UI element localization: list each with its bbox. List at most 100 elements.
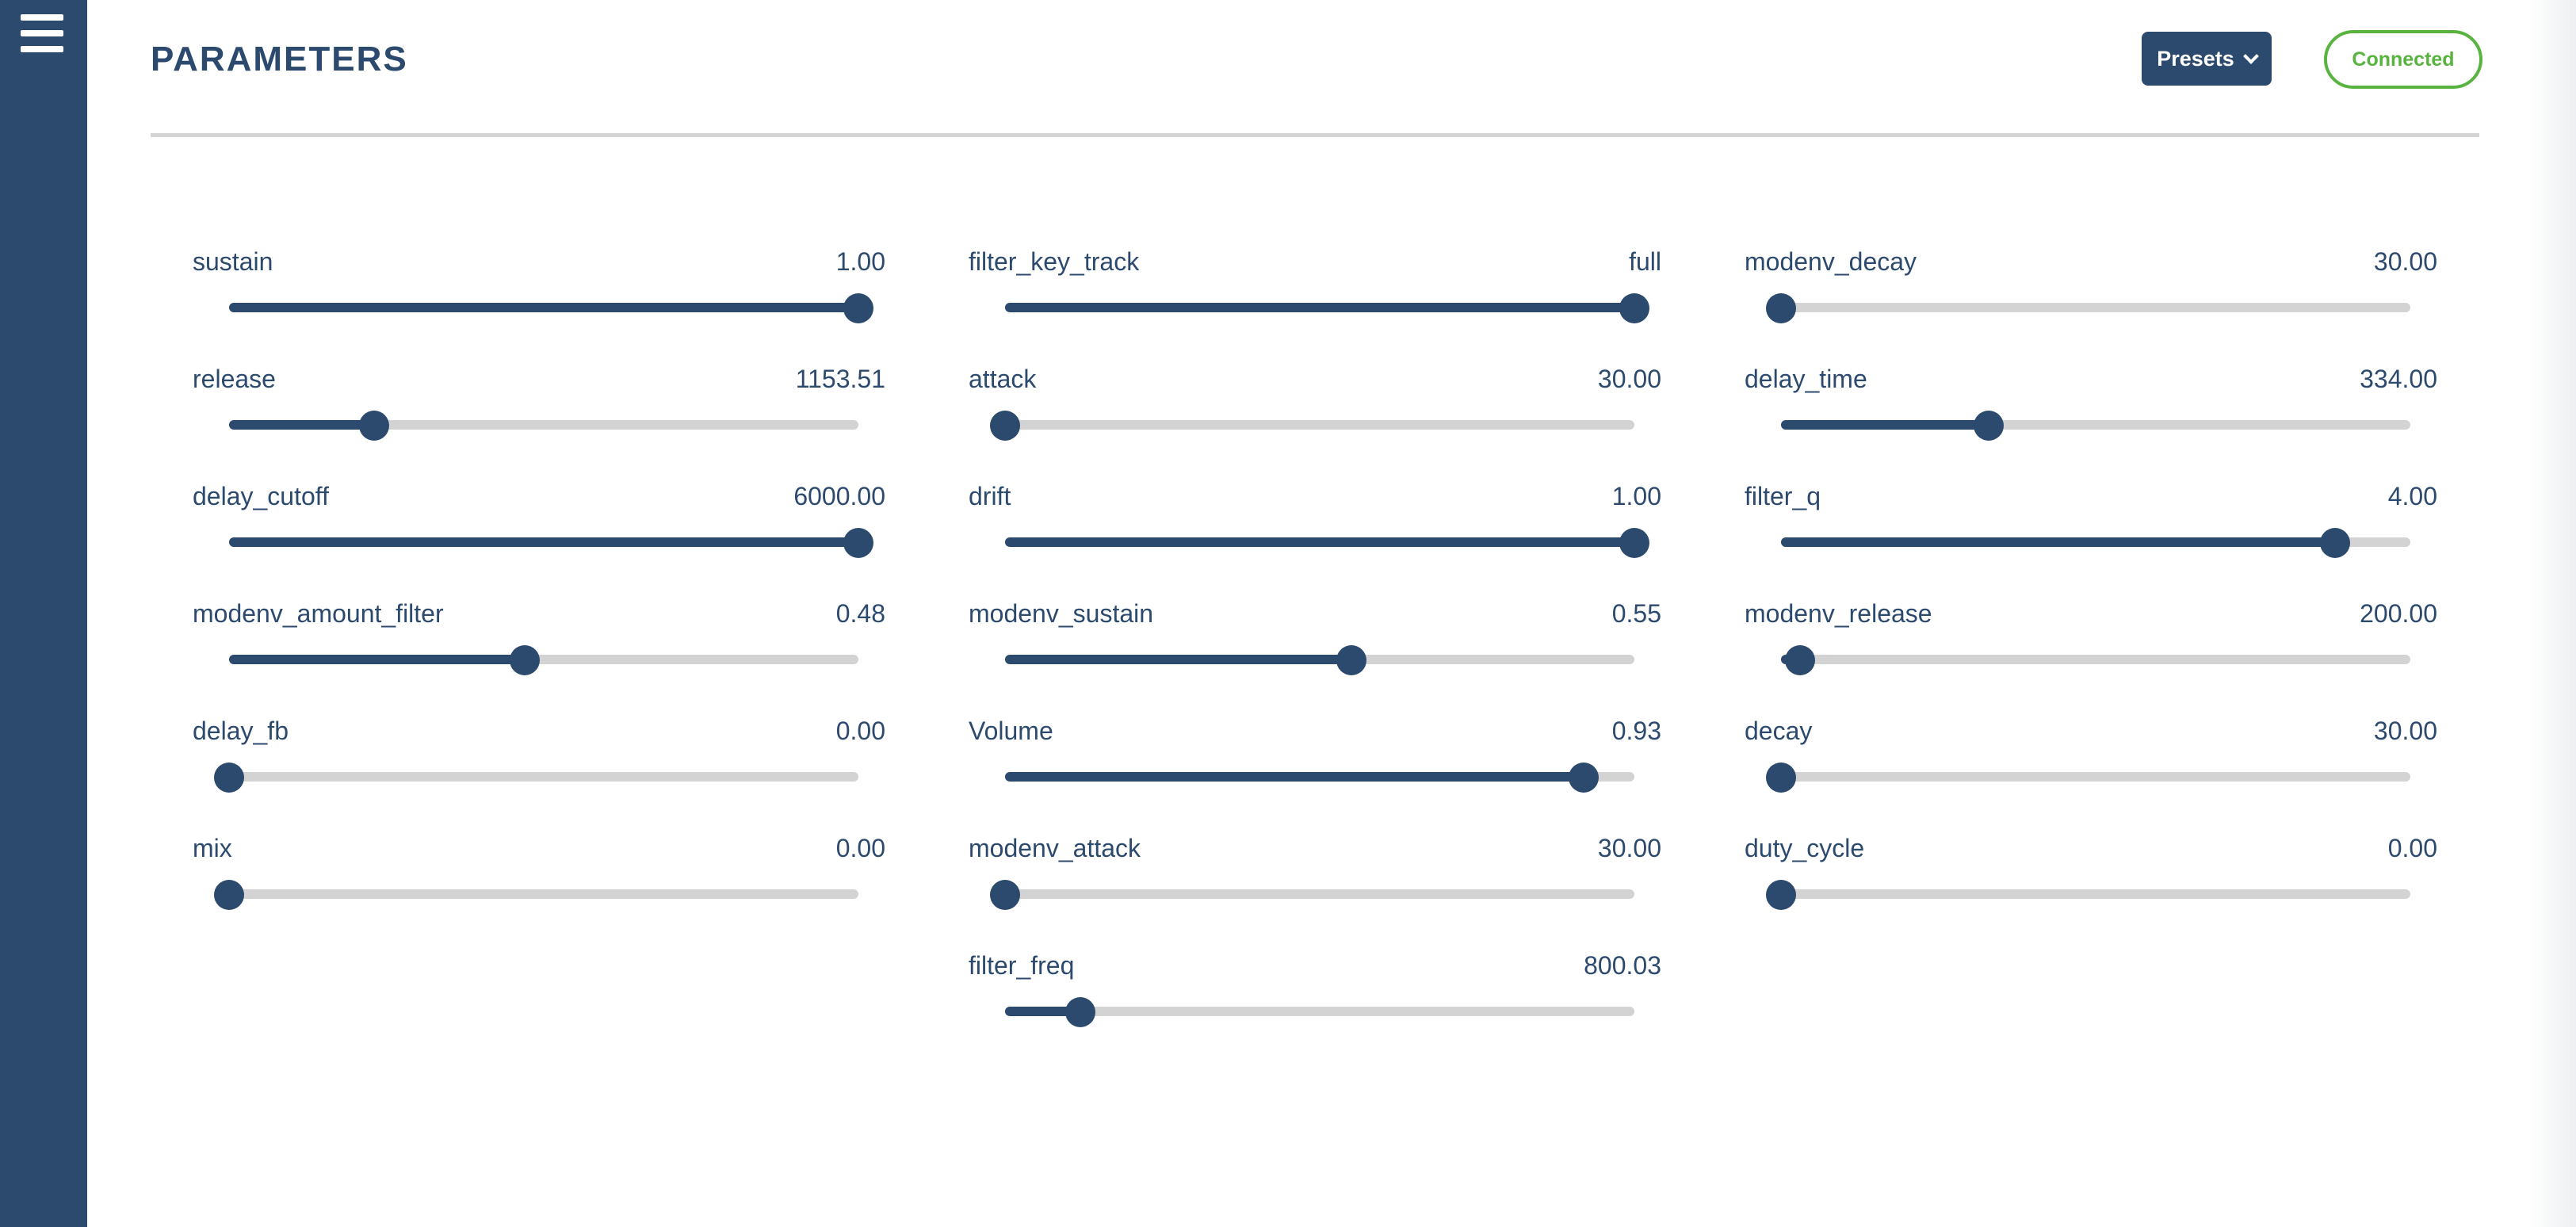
param-row: modenv_release 200.00	[1745, 590, 2437, 707]
slider-thumb[interactable]	[990, 880, 1020, 910]
slider-thumb[interactable]	[510, 645, 541, 675]
slider-thumb[interactable]	[214, 880, 244, 910]
param-label: Volume	[969, 717, 1053, 745]
param-label: delay_cutoff	[193, 482, 329, 510]
slider-thumb[interactable]	[1569, 763, 1599, 793]
param-slider[interactable]	[1005, 997, 1634, 1027]
slider-fill	[229, 420, 374, 430]
param-value: 30.00	[2373, 247, 2437, 276]
param-row: sustain 1.00	[193, 238, 885, 355]
menu-icon[interactable]	[21, 14, 63, 52]
param-row: decay 30.00	[1745, 707, 2437, 824]
param-value: 0.00	[835, 834, 885, 862]
slider-thumb[interactable]	[1974, 411, 2005, 441]
slider-thumb[interactable]	[1065, 997, 1096, 1027]
connection-status-badge: Connected	[2324, 30, 2482, 89]
param-slider[interactable]	[229, 528, 873, 558]
param-row: filter_key_track full	[969, 238, 1661, 355]
param-slider[interactable]	[229, 411, 858, 441]
param-label: modenv_sustain	[969, 599, 1154, 628]
slider-fill	[1781, 537, 2335, 547]
slider-thumb[interactable]	[1766, 293, 1796, 323]
param-slider[interactable]	[990, 411, 1634, 441]
slider-track	[1781, 303, 2410, 312]
presets-dropdown-button[interactable]: Presets	[2142, 32, 2272, 86]
param-row: attack 30.00	[969, 355, 1661, 472]
slider-thumb[interactable]	[1619, 528, 1649, 558]
slider-track	[229, 772, 858, 782]
slider-thumb[interactable]	[1766, 880, 1796, 910]
param-label: attack	[969, 365, 1037, 393]
param-value: 1153.51	[795, 365, 885, 393]
param-slider[interactable]	[229, 645, 858, 675]
param-slider[interactable]	[1781, 645, 2410, 675]
parameter-column-2: filter_key_track full attack 30.00 drift 1.00…	[969, 238, 1661, 1059]
param-row: Volume 0.93	[969, 707, 1661, 824]
param-slider[interactable]	[1005, 528, 1649, 558]
chevron-down-icon	[2242, 48, 2259, 64]
slider-thumb[interactable]	[1619, 293, 1649, 323]
param-slider[interactable]	[1781, 411, 2410, 441]
param-value: 0.93	[1611, 717, 1661, 745]
page-header: PARAMETERS Presets Connected	[151, 0, 2482, 137]
param-value: 0.48	[835, 599, 885, 628]
slider-thumb[interactable]	[990, 411, 1020, 441]
param-slider[interactable]	[1005, 763, 1634, 793]
param-slider[interactable]	[990, 880, 1634, 910]
slider-track	[1781, 655, 2410, 664]
param-value: 1.00	[835, 247, 885, 276]
slider-fill	[1005, 303, 1634, 312]
slider-track	[1781, 772, 2410, 782]
slider-fill	[1005, 772, 1584, 782]
param-value: 200.00	[2360, 599, 2437, 628]
slider-track	[1005, 1007, 1634, 1016]
param-slider[interactable]	[1005, 293, 1649, 323]
slider-thumb[interactable]	[1336, 645, 1366, 675]
param-label: filter_q	[1745, 482, 1821, 510]
param-row: mix 0.00	[193, 824, 885, 942]
slider-track	[1005, 889, 1634, 899]
slider-fill	[229, 537, 858, 547]
slider-thumb[interactable]	[358, 411, 389, 441]
param-value: 4.00	[2387, 482, 2437, 510]
slider-thumb[interactable]	[843, 528, 873, 558]
param-slider[interactable]	[1766, 880, 2410, 910]
sidebar	[0, 0, 87, 1227]
param-slider[interactable]	[1766, 293, 2410, 323]
param-value: 0.00	[835, 717, 885, 745]
slider-thumb[interactable]	[1784, 645, 1815, 675]
slider-fill	[1781, 420, 1989, 430]
param-label: delay_time	[1745, 365, 1867, 393]
param-value: 0.00	[2387, 834, 2437, 862]
param-row: modenv_attack 30.00	[969, 824, 1661, 942]
param-slider[interactable]	[214, 763, 858, 793]
param-slider[interactable]	[229, 293, 873, 323]
param-label: filter_key_track	[969, 247, 1140, 276]
param-label: modenv_attack	[969, 834, 1141, 862]
param-row: duty_cycle 0.00	[1745, 824, 2437, 942]
param-value: 30.00	[1597, 834, 1661, 862]
param-label: modenv_release	[1745, 599, 1932, 628]
param-slider[interactable]	[1005, 645, 1634, 675]
slider-thumb[interactable]	[843, 293, 873, 323]
slider-thumb[interactable]	[214, 763, 244, 793]
param-slider[interactable]	[1766, 763, 2410, 793]
param-slider[interactable]	[214, 880, 858, 910]
slider-thumb[interactable]	[1766, 763, 1796, 793]
param-row: release 1153.51	[193, 355, 885, 472]
param-value: 6000.00	[793, 482, 885, 510]
slider-thumb[interactable]	[2319, 528, 2350, 558]
slider-fill	[1005, 1007, 1081, 1016]
param-row: filter_freq 800.03	[969, 942, 1661, 1059]
param-label: delay_fb	[193, 717, 289, 745]
param-value: 30.00	[1597, 365, 1661, 393]
slider-track	[229, 889, 858, 899]
param-label: sustain	[193, 247, 273, 276]
param-row: drift 1.00	[969, 472, 1661, 590]
param-label: decay	[1745, 717, 1813, 745]
param-slider[interactable]	[1781, 528, 2410, 558]
slider-track	[1005, 420, 1634, 430]
param-row: delay_fb 0.00	[193, 707, 885, 824]
page-title: PARAMETERS	[151, 40, 408, 78]
param-label: drift	[969, 482, 1011, 510]
